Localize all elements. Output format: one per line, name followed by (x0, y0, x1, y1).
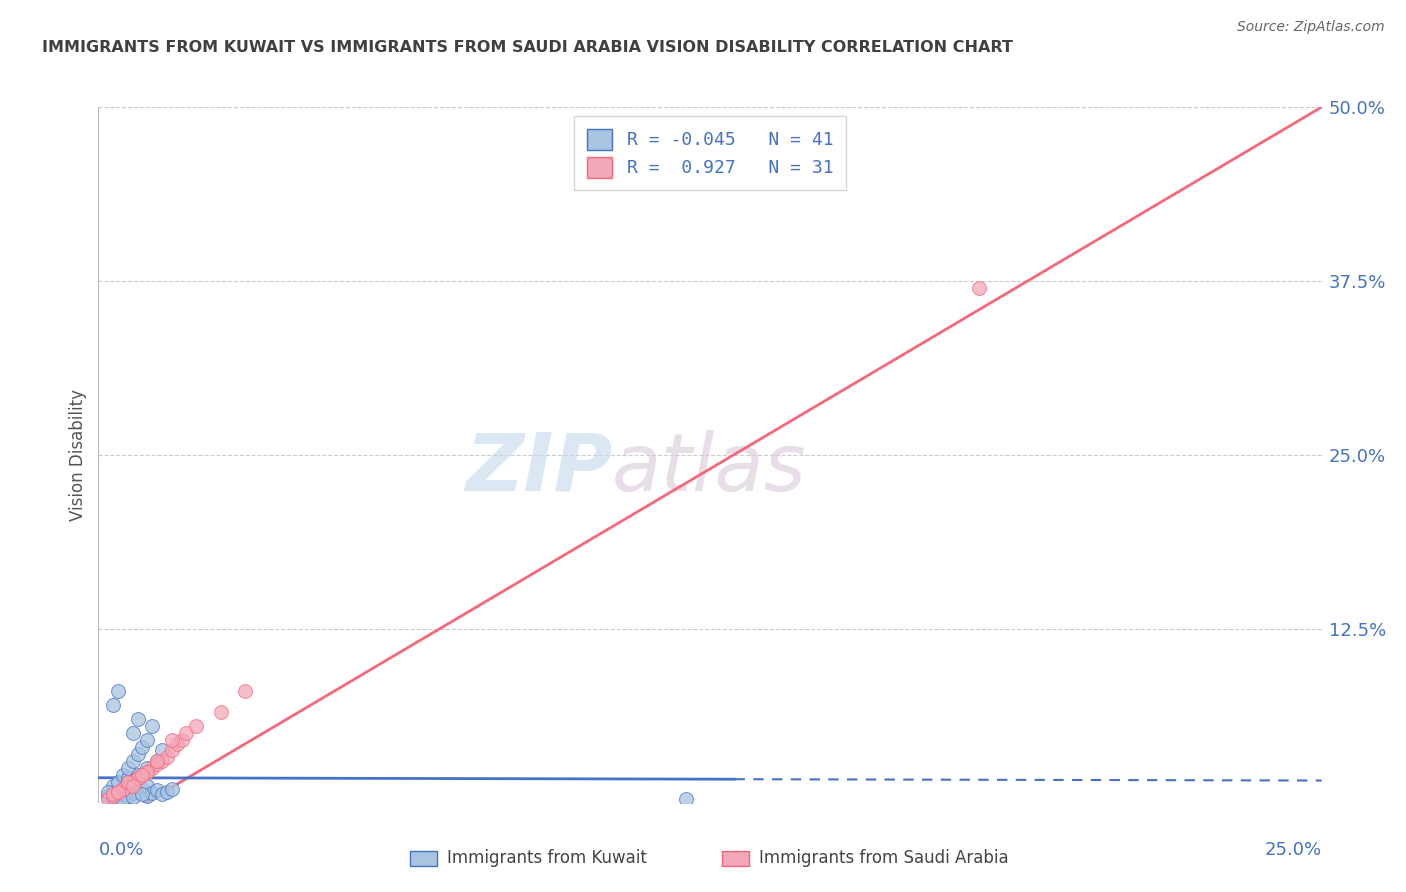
Point (111, 791, 134, 805)
Point (111, 768, 134, 782)
Point (127, 771, 149, 785)
Bar (723, 851, 749, 866)
Y-axis label: Vision Disability: Vision Disability (69, 389, 87, 521)
Point (111, 781, 134, 796)
Point (967, 281, 990, 295)
Point (97, 791, 120, 805)
Point (233, 684, 256, 698)
Point (160, 733, 183, 747)
Point (121, 790, 143, 805)
Point (131, 781, 153, 796)
Text: Immigrants from Saudi Arabia: Immigrants from Saudi Arabia (759, 849, 1008, 867)
Point (176, 726, 198, 740)
Point (121, 754, 143, 768)
Point (146, 783, 169, 797)
Text: atlas: atlas (612, 430, 807, 508)
Point (186, 719, 208, 733)
Point (117, 790, 139, 805)
Point (141, 719, 163, 733)
Point (117, 775, 139, 789)
Point (127, 747, 149, 761)
Point (136, 765, 159, 780)
Point (117, 775, 139, 789)
Point (131, 768, 153, 782)
Point (170, 733, 193, 747)
Point (150, 743, 173, 757)
Point (146, 756, 169, 771)
Text: Immigrants from Kuwait: Immigrants from Kuwait (447, 849, 647, 867)
Point (131, 740, 153, 755)
Point (136, 761, 159, 775)
Point (141, 761, 163, 775)
Point (146, 754, 169, 768)
Point (117, 761, 139, 775)
Point (107, 775, 129, 789)
Point (146, 754, 169, 768)
Point (121, 775, 143, 789)
Point (141, 786, 163, 800)
Point (117, 779, 139, 793)
Point (209, 706, 232, 720)
Point (136, 765, 159, 780)
Point (107, 791, 129, 805)
Point (127, 785, 149, 799)
Point (156, 750, 179, 764)
Text: 25.0%: 25.0% (1264, 841, 1322, 859)
Point (97, 785, 120, 799)
Point (131, 768, 153, 782)
Point (117, 771, 139, 785)
Point (166, 737, 188, 751)
Point (160, 743, 183, 757)
Point (107, 785, 129, 799)
Point (156, 785, 179, 799)
Point (127, 768, 149, 782)
Point (97, 789, 120, 803)
Point (127, 712, 149, 726)
Point (160, 781, 183, 796)
Point (136, 789, 159, 803)
Point (150, 788, 173, 802)
Point (101, 789, 124, 803)
Point (675, 791, 697, 805)
Text: Source: ZipAtlas.com: Source: ZipAtlas.com (1237, 20, 1385, 34)
Point (111, 781, 134, 796)
Point (121, 726, 143, 740)
Bar (411, 851, 437, 866)
Point (127, 771, 149, 785)
Point (101, 698, 124, 713)
Point (101, 779, 124, 793)
Point (107, 684, 129, 698)
Text: ZIP: ZIP (465, 430, 612, 508)
Point (136, 733, 159, 747)
Point (101, 789, 124, 803)
Legend: R = -0.045   N = 41, R =  0.927   N = 31: R = -0.045 N = 41, R = 0.927 N = 31 (574, 116, 846, 190)
Point (136, 779, 159, 793)
Point (131, 788, 153, 802)
Point (107, 785, 129, 799)
Point (121, 786, 143, 800)
Text: 0.0%: 0.0% (98, 841, 143, 859)
Text: IMMIGRANTS FROM KUWAIT VS IMMIGRANTS FROM SAUDI ARABIA VISION DISABILITY CORRELA: IMMIGRANTS FROM KUWAIT VS IMMIGRANTS FRO… (42, 40, 1014, 55)
Point (111, 781, 134, 796)
Point (101, 785, 124, 799)
Point (101, 788, 124, 802)
Point (150, 754, 173, 768)
Point (121, 779, 143, 793)
Point (111, 788, 134, 802)
